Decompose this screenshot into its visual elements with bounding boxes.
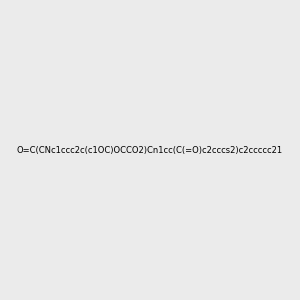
Text: O=C(CNc1ccc2c(c1OC)OCCO2)Cn1cc(C(=O)c2cccs2)c2ccccc21: O=C(CNc1ccc2c(c1OC)OCCO2)Cn1cc(C(=O)c2cc… [17, 146, 283, 154]
